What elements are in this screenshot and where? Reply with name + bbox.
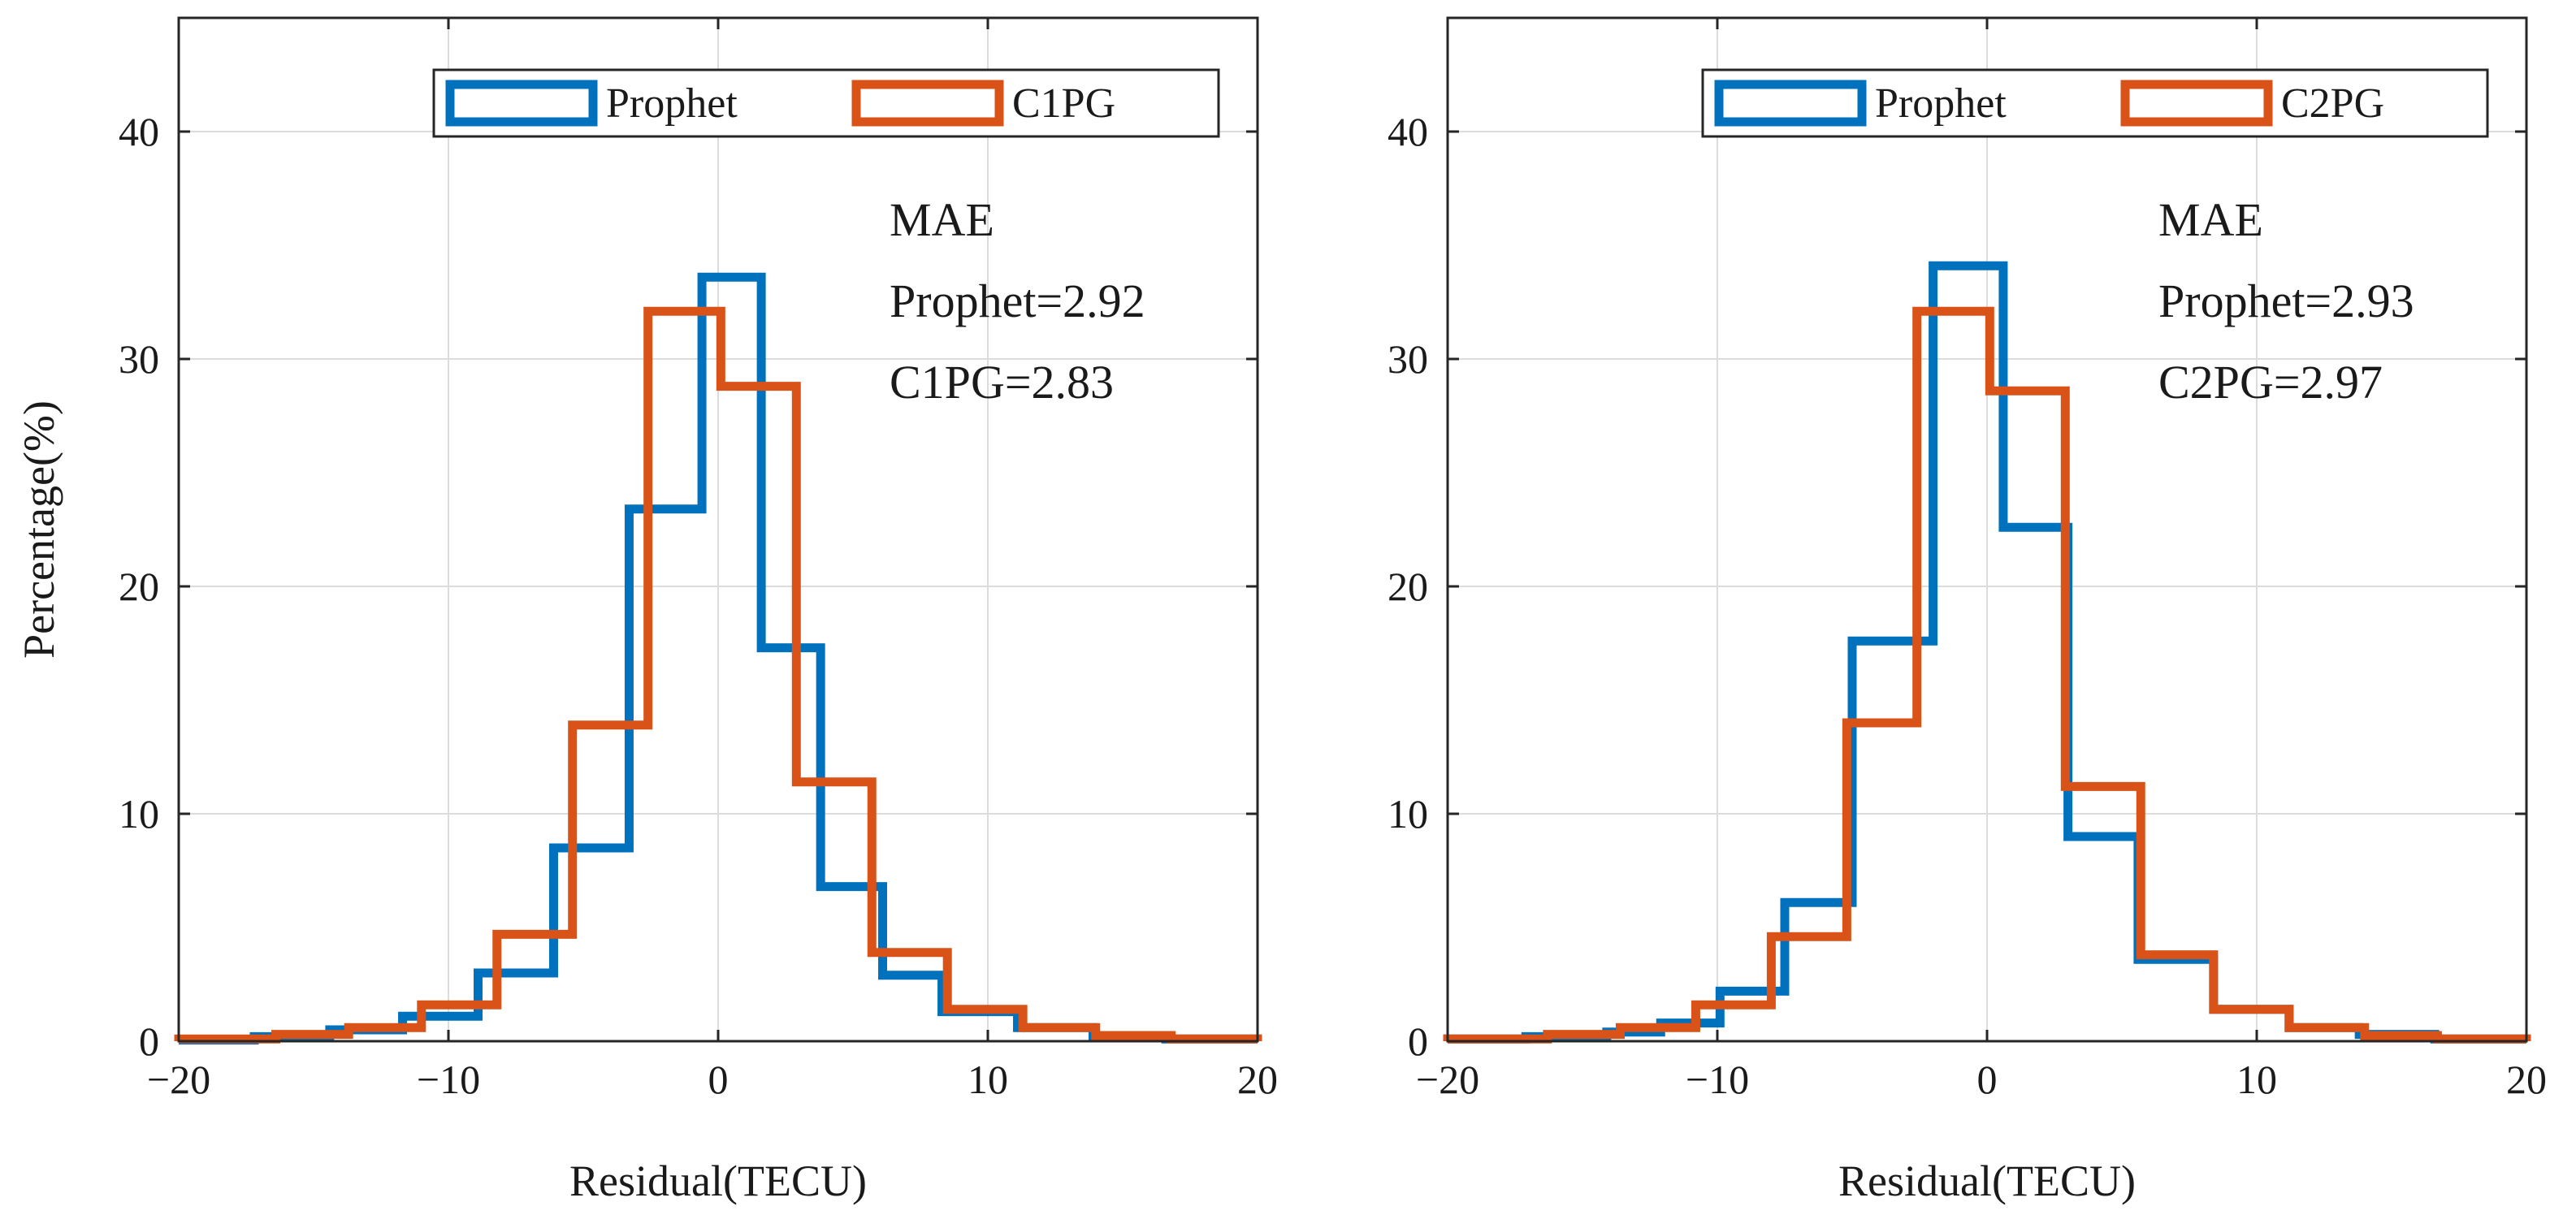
y-tick-label: 20 bbox=[1388, 564, 1428, 609]
left-histogram-panel: −20 −10 0 10 20 0 10 20 30 40 Residual(TECU) Percen… bbox=[15, 16, 1278, 1205]
x-tick-label: 20 bbox=[1237, 1057, 1278, 1102]
legend: Prophet C1PG bbox=[432, 68, 1220, 138]
x-tick-label: −10 bbox=[417, 1057, 480, 1102]
mae-annotation-line: Prophet=2.92 bbox=[890, 275, 1145, 327]
legend-label-prophet: Prophet bbox=[1875, 80, 2007, 127]
x-tick-label: 20 bbox=[2506, 1057, 2547, 1102]
x-axis-label: Residual(TECU) bbox=[569, 1157, 867, 1205]
right-histogram-panel: −20 −10 0 10 20 0 10 20 30 40 Residual(TECU) Prophe… bbox=[1388, 16, 2547, 1205]
y-axis-label: Percentage(%) bbox=[15, 400, 63, 659]
mae-annotation-line: MAE bbox=[890, 193, 994, 246]
mae-annotation-line: MAE bbox=[2158, 193, 2263, 246]
legend-swatch-prophet bbox=[445, 80, 598, 127]
x-tick-label: −20 bbox=[147, 1057, 210, 1102]
y-tick-label: 0 bbox=[1408, 1018, 1428, 1064]
mae-annotation-line: C2PG=2.97 bbox=[2158, 356, 2383, 409]
y-tick-label: 30 bbox=[1388, 336, 1428, 382]
legend-swatch-c2pg bbox=[2120, 80, 2273, 127]
mae-annotation-line: Prophet=2.93 bbox=[2158, 275, 2414, 327]
histogram-series-c1pg bbox=[174, 306, 1262, 1044]
legend-label-c2pg: C2PG bbox=[2281, 80, 2384, 127]
x-tick-label: 0 bbox=[708, 1057, 729, 1102]
legend: Prophet C2PG bbox=[1701, 68, 2489, 138]
y-tick-label: 40 bbox=[1388, 109, 1428, 154]
y-tick-label: 10 bbox=[119, 791, 159, 837]
y-tick-label: 40 bbox=[119, 109, 159, 154]
x-tick-label: −10 bbox=[1686, 1057, 1749, 1102]
legend-swatch-prophet bbox=[1714, 80, 1867, 127]
y-tick-label: 20 bbox=[119, 564, 159, 609]
y-tick-label: 30 bbox=[119, 336, 159, 382]
x-tick-label: −20 bbox=[1416, 1057, 1479, 1102]
legend-label-c1pg: C1PG bbox=[1012, 80, 1115, 127]
legend-label-prophet: Prophet bbox=[606, 80, 738, 127]
histogram-series-c2pg bbox=[1443, 306, 2531, 1044]
legend-swatch-c1pg bbox=[851, 80, 1004, 127]
x-axis-label: Residual(TECU) bbox=[1838, 1157, 2136, 1205]
y-tick-label: 10 bbox=[1388, 791, 1428, 837]
x-tick-label: 10 bbox=[2236, 1057, 2277, 1102]
y-tick-label: 0 bbox=[139, 1018, 159, 1064]
mae-annotation-line: C1PG=2.83 bbox=[890, 356, 1114, 409]
x-tick-label: 10 bbox=[968, 1057, 1008, 1102]
x-tick-label: 0 bbox=[1977, 1057, 1998, 1102]
